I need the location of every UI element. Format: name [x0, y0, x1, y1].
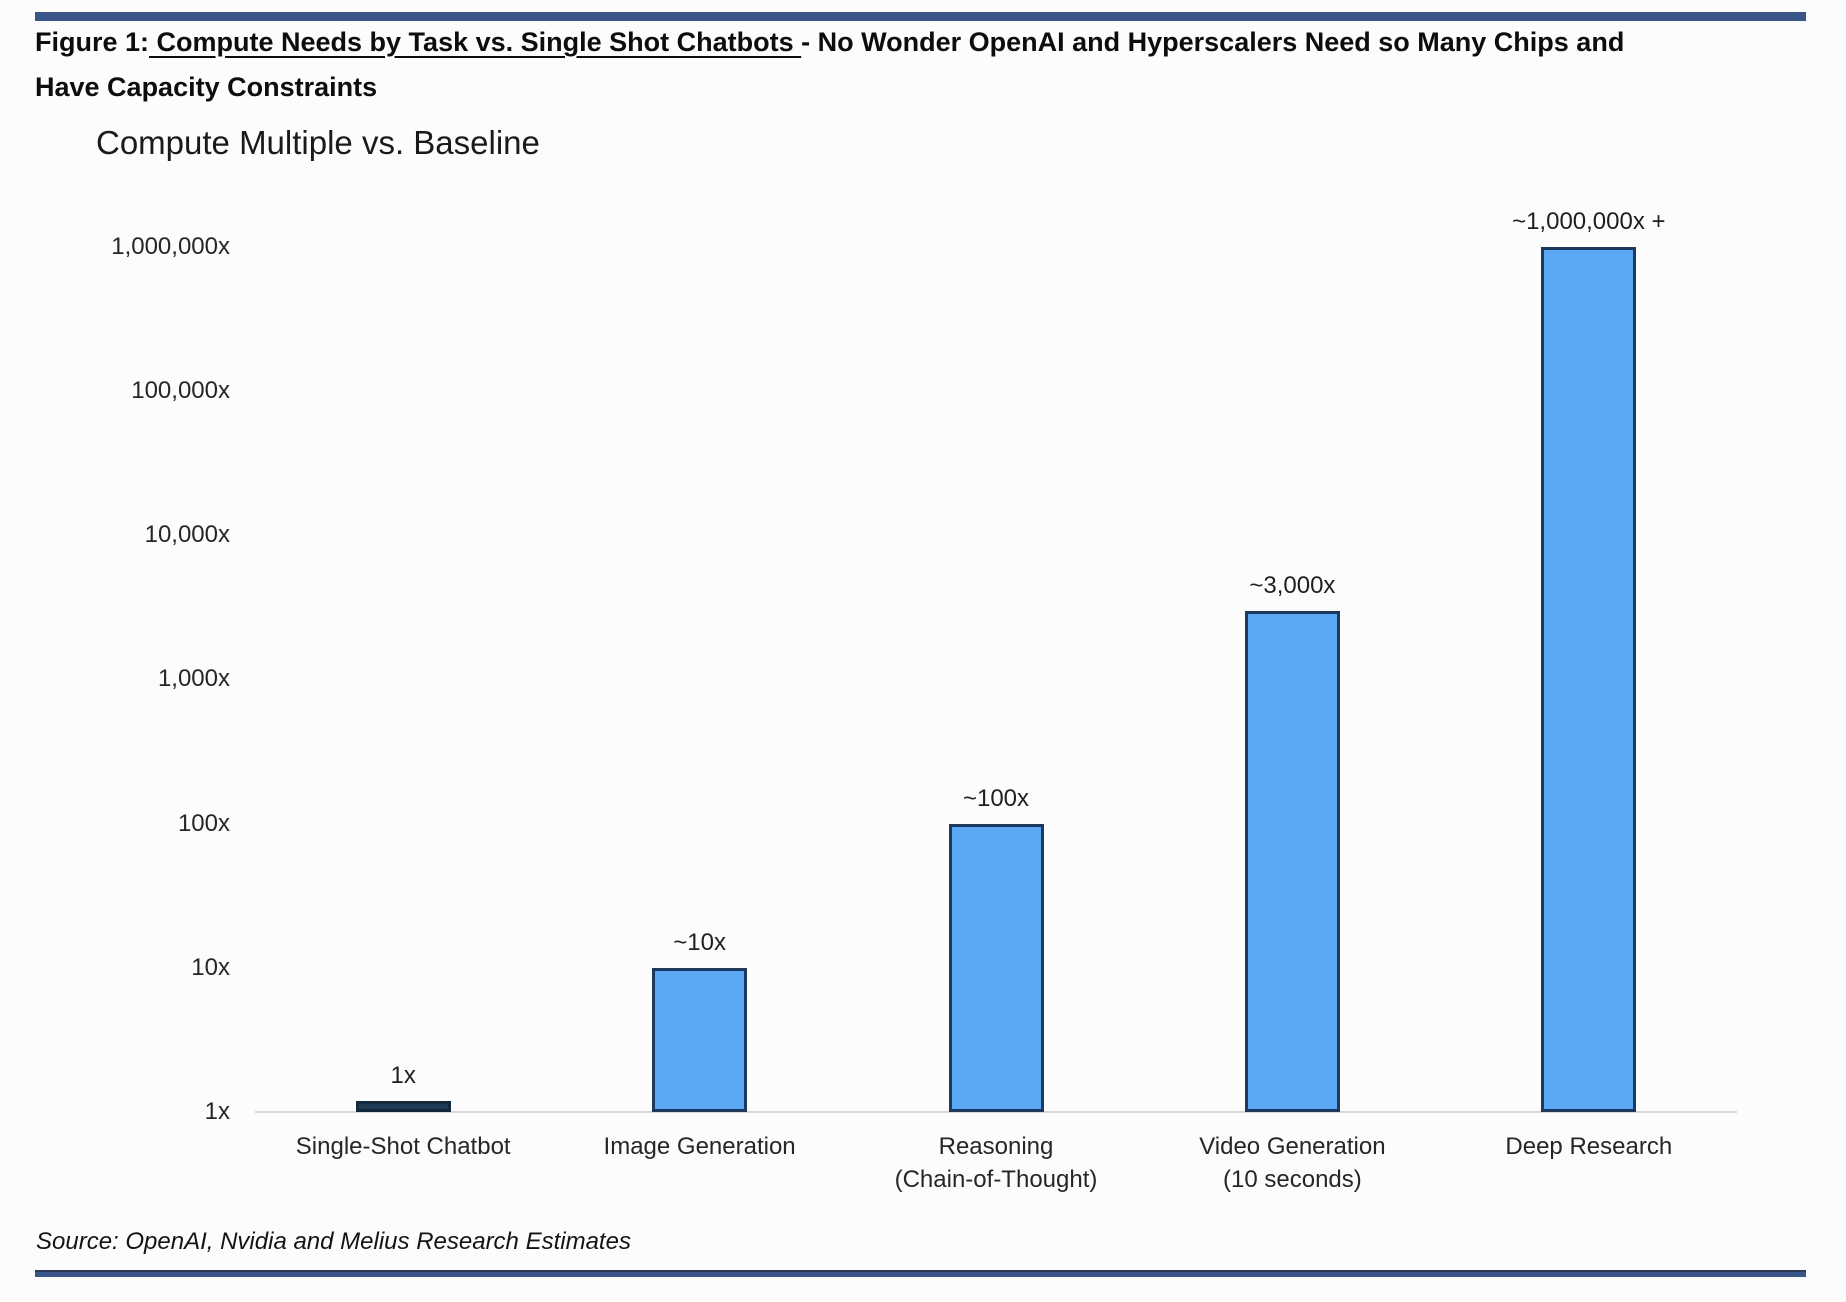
category-label: Single-Shot Chatbot [243, 1130, 563, 1163]
category-label-line: Deep Research [1505, 1133, 1673, 1160]
y-axis-tick-label: 100x [177, 809, 230, 837]
category-label: Image Generation [540, 1130, 860, 1163]
top-divider-rule [35, 12, 1806, 21]
bar-value-label: ~10x [673, 928, 726, 956]
figure-title-prefix: Figure 1: [35, 27, 150, 57]
category-label-line: Single-Shot Chatbot [295, 1133, 511, 1160]
bar-single-shot-chatbot [355, 1101, 451, 1112]
figure-title: Figure 1: Compute Needs by Task vs. Sing… [35, 26, 1825, 58]
bottom-divider-rule [35, 1270, 1806, 1277]
category-label: Video Generation (10 seconds) [1132, 1130, 1452, 1196]
source-note: Source: OpenAI, Nvidia and Melius Resear… [36, 1228, 631, 1255]
figure-title-line2: Have Capacity Constraints [35, 72, 378, 102]
bar-value-label: ~1,000,000x + [1512, 207, 1666, 235]
bar-value-label: ~3,000x [1249, 571, 1336, 599]
category-label-line: Video Generation [1199, 1133, 1386, 1160]
bar-reasoning [948, 823, 1044, 1112]
bar-video-generation [1244, 610, 1340, 1112]
y-axis-tick-label: 1,000,000x [111, 232, 230, 260]
y-axis-tick-label: 10,000x [144, 521, 230, 549]
y-axis-tick-label: 1,000x [157, 665, 230, 693]
y-axis-tick-label: 100,000x [131, 377, 230, 404]
x-axis-line [255, 1111, 1737, 1113]
bar-deep-research [1541, 246, 1637, 1112]
bar-image-generation [652, 967, 748, 1112]
category-label-line: Image Generation [603, 1133, 796, 1160]
category-label: Deep Research [1429, 1130, 1749, 1163]
category-label-line: (Chain-of-Thought) [894, 1166, 1098, 1193]
figure-title-underlined: Compute Needs by Task vs. Single Shot Ch… [149, 27, 802, 57]
bar-value-label: ~100x [962, 784, 1030, 812]
y-axis-tick-label: 10x [191, 953, 230, 981]
chart-title: Compute Multiple vs. Baseline [96, 124, 540, 161]
category-label: Reasoning (Chain-of-Thought) [836, 1130, 1156, 1196]
y-axis-tick-label: 1x [204, 1098, 230, 1125]
category-label-line: (10 seconds) [1223, 1166, 1362, 1193]
bar-value-label: 1x [390, 1062, 416, 1089]
category-label-line: Reasoning [938, 1133, 1054, 1160]
figure-title-suffix: - No Wonder OpenAI and Hyperscalers Need… [801, 27, 1625, 57]
